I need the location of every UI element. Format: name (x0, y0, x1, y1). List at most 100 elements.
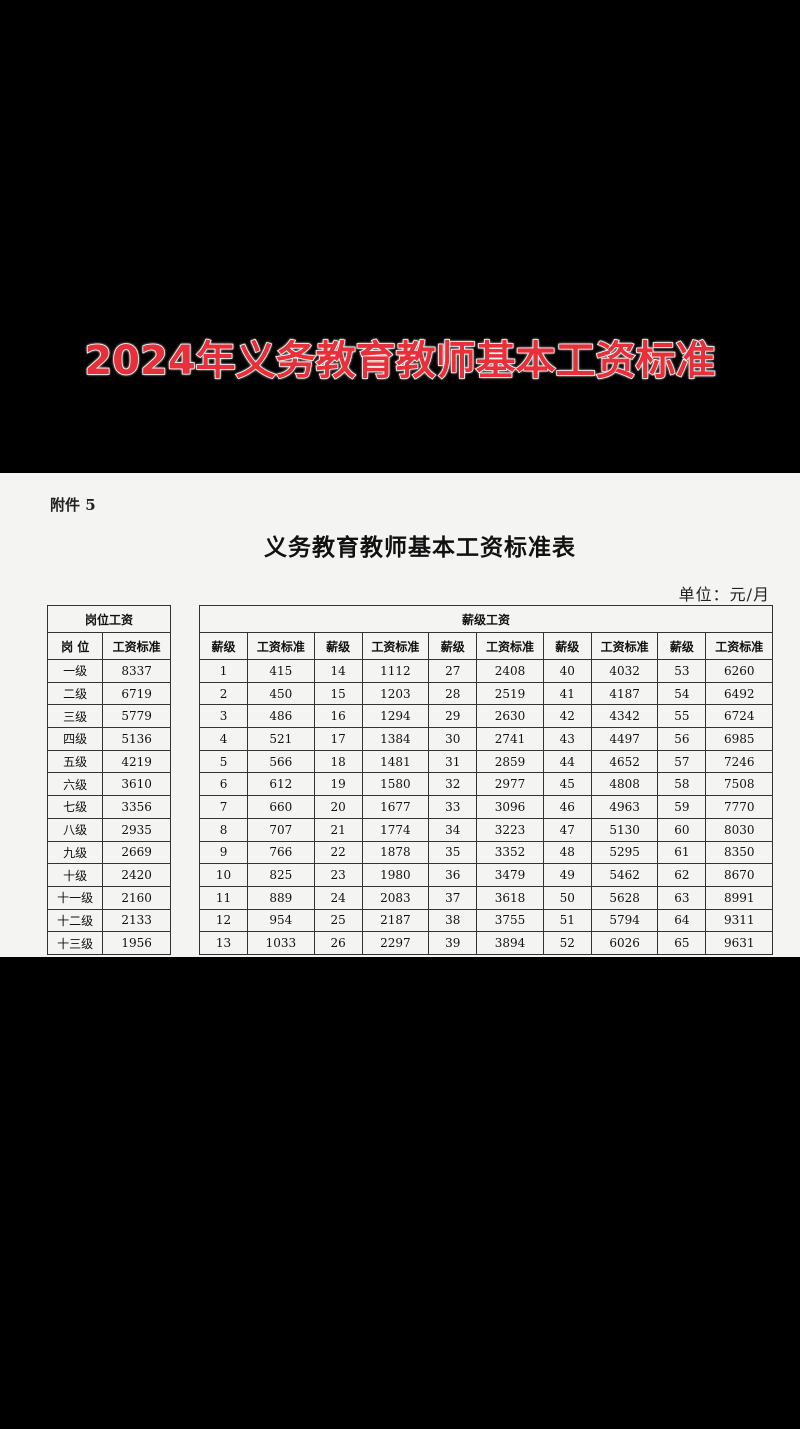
row: 四级 5136 (46, 727, 171, 751)
cell: 28 (428, 681, 478, 706)
cell: 6985 (705, 727, 773, 751)
cell: 8 (198, 817, 249, 842)
row: 十一级 2160 (46, 885, 171, 910)
cell: 4963 (590, 795, 659, 819)
document-title: 义务教育教师基本工资标准表 (264, 534, 576, 561)
column-header: 薪级 (657, 632, 707, 660)
cell: 3096 (476, 795, 544, 819)
cell: 1580 (361, 772, 430, 797)
column-header: 工资标准 (705, 632, 773, 660)
cell: 4342 (590, 704, 659, 729)
cell: 二级 (46, 681, 104, 706)
row: 4 521 17 1384 30 2741 43 4497 56 6985 (198, 727, 773, 751)
cell: 6026 (590, 931, 659, 955)
unit-label: 单位：元/月 (678, 585, 770, 604)
column-row: 岗 位工资标准 (46, 632, 171, 660)
cell: 1774 (361, 817, 430, 842)
cell: 54 (657, 681, 707, 706)
cell: 10 (198, 863, 249, 887)
cell: 40 (542, 659, 592, 683)
cell: 3479 (476, 863, 544, 887)
row: 8 707 21 1774 34 3223 47 5130 60 8030 (198, 817, 773, 842)
cell: 9 (198, 840, 249, 865)
cell: 2669 (102, 840, 171, 865)
cell: 5130 (590, 817, 659, 842)
cell: 5794 (590, 908, 659, 933)
cell: 三级 (46, 704, 104, 729)
cell: 5779 (102, 704, 171, 729)
row: 三级 5779 (46, 704, 171, 729)
attachment-label: 附件 5 (50, 496, 96, 514)
cell: 22 (313, 840, 363, 865)
cell: 14 (313, 659, 363, 683)
cell: 954 (247, 908, 315, 933)
cell: 51 (542, 908, 592, 933)
cell: 3 (198, 704, 249, 729)
cell: 889 (247, 885, 315, 910)
document: 附件 5 义务教育教师基本工资标准表 单位：元/月 岗位工资岗 位工资标准 一级 8… (0, 473, 800, 957)
column-header: 薪级 (198, 632, 249, 660)
cell: 65 (657, 931, 707, 955)
cell: 62 (657, 863, 707, 887)
cell: 660 (247, 795, 315, 819)
cell: 8030 (705, 817, 773, 842)
cell: 2859 (476, 749, 544, 774)
cell: 26 (313, 931, 363, 955)
cell: 1033 (247, 931, 315, 955)
cell: 46 (542, 795, 592, 819)
cell: 2297 (361, 931, 430, 955)
row: 3 486 16 1294 29 2630 42 4342 55 6724 (198, 704, 773, 729)
cell: 60 (657, 817, 707, 842)
cell: 55 (657, 704, 707, 729)
cell: 11 (198, 885, 249, 910)
cell: 2935 (102, 817, 171, 842)
cell: 1677 (361, 795, 430, 819)
cell: 九级 (46, 840, 104, 865)
cell: 24 (313, 885, 363, 910)
cell: 十三级 (46, 931, 104, 955)
row: 9 766 22 1878 35 3352 48 5295 61 8350 (198, 840, 773, 865)
cell: 四级 (46, 727, 104, 751)
cell: 61 (657, 840, 707, 865)
cell: 52 (542, 931, 592, 955)
cell: 一级 (46, 659, 104, 683)
cell: 63 (657, 885, 707, 910)
cell: 34 (428, 817, 478, 842)
cell: 5628 (590, 885, 659, 910)
column-header: 工资标准 (590, 632, 659, 660)
row: 10 825 23 1980 36 3479 49 5462 62 8670 (198, 863, 773, 887)
grade-salary-table: 薪级工资 薪级 工资标准 薪级 工资标准 薪级 工资标准 薪级 工资标准 薪级 工资标准 1 415 14… (198, 605, 773, 955)
cell: 35 (428, 840, 478, 865)
cell: 766 (247, 840, 315, 865)
cell: 4652 (590, 749, 659, 774)
column-row: 薪级 工资标准 薪级 工资标准 薪级 工资标准 薪级 工资标准 薪级 工资标准 (198, 632, 773, 660)
cell: 21 (313, 817, 363, 842)
cell: 45 (542, 772, 592, 797)
cell: 1384 (361, 727, 430, 751)
cell: 6 (198, 772, 249, 797)
cell: 53 (657, 659, 707, 683)
cell: 7508 (705, 772, 773, 797)
cell: 2741 (476, 727, 544, 751)
cell: 39 (428, 931, 478, 955)
cell: 29 (428, 704, 478, 729)
cell: 30 (428, 727, 478, 751)
cell: 2519 (476, 681, 544, 706)
cell: 6260 (705, 659, 773, 683)
cell: 2133 (102, 908, 171, 933)
cell: 6724 (705, 704, 773, 729)
cell: 4032 (590, 659, 659, 683)
cell: 825 (247, 863, 315, 887)
cell: 3894 (476, 931, 544, 955)
cell: 18 (313, 749, 363, 774)
cell: 57 (657, 749, 707, 774)
cell: 8670 (705, 863, 773, 887)
column-header: 工资标准 (476, 632, 544, 660)
cell: 5 (198, 749, 249, 774)
cell: 38 (428, 908, 478, 933)
column-header: 岗 位 (46, 632, 104, 660)
cell: 9311 (705, 908, 773, 933)
header-row: 薪级工资 (199, 605, 773, 633)
cell: 521 (247, 727, 315, 751)
